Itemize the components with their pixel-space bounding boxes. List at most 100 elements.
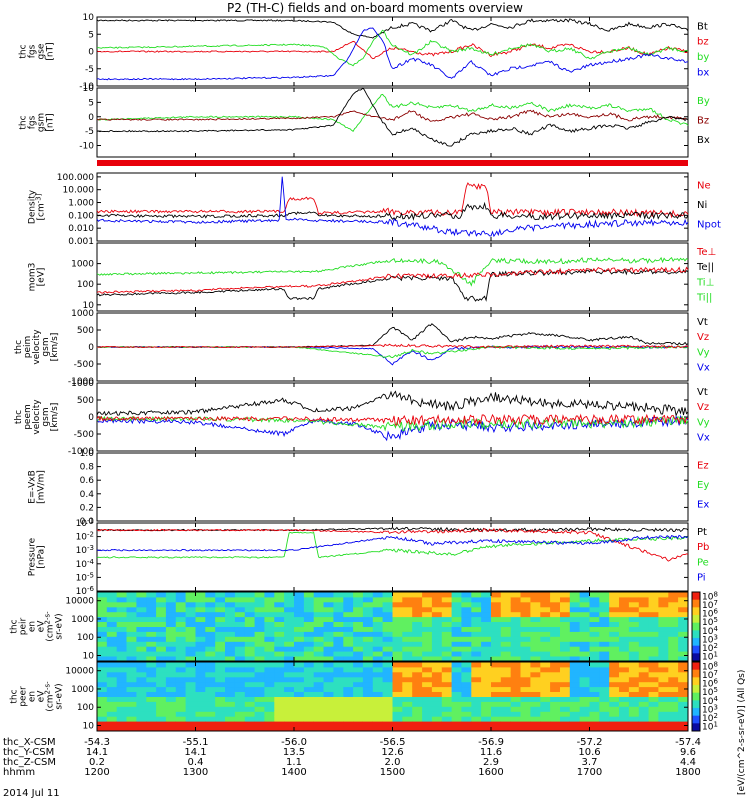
spectrogram-cell — [106, 626, 118, 632]
spectrogram-cell — [225, 691, 236, 697]
spectrogram-cell — [491, 631, 502, 637]
spectrogram-cell — [225, 636, 236, 642]
spectrogram-cell — [569, 676, 581, 683]
spectrogram-cell — [244, 611, 256, 618]
spectrogram-cell — [619, 721, 630, 727]
spectrogram-cell — [225, 706, 236, 712]
spectrogram-cell — [372, 601, 384, 608]
spectrogram-cell — [234, 706, 246, 712]
spectrogram-cell — [146, 646, 157, 652]
spectrogram-cell — [234, 606, 246, 613]
spectrogram-cell — [441, 671, 453, 678]
spectrogram-cell — [372, 656, 384, 662]
spectrogram-cell — [234, 621, 246, 627]
spectrogram-cell — [658, 691, 669, 697]
spectrogram-cell — [175, 662, 187, 668]
panel-9-ytick-label: 1000 — [71, 615, 94, 625]
spectrogram-cell — [156, 691, 167, 697]
spectrogram-cell — [294, 601, 305, 608]
panel-6-legend-2: Vz — [697, 402, 709, 413]
spectrogram-cell — [441, 706, 453, 712]
spectrogram-cell — [431, 636, 443, 642]
spectrogram-cell — [422, 686, 433, 692]
spectrogram-cell — [244, 662, 256, 668]
spectrogram-cell — [668, 646, 679, 652]
spectrogram-cell — [540, 596, 551, 603]
spectrogram-cell — [392, 726, 403, 732]
spectrogram-cell — [599, 716, 610, 722]
spectrogram-cell — [668, 686, 679, 692]
spectrogram-cell — [678, 641, 689, 647]
spectrogram-cell — [481, 686, 492, 692]
spectrogram-cell — [500, 606, 512, 613]
spectrogram-cell — [422, 651, 433, 657]
spectrogram-cell — [264, 592, 275, 598]
spectrogram-cell — [234, 631, 246, 637]
spectrogram-cell — [678, 671, 689, 678]
spectrogram-cell — [294, 681, 305, 688]
spectrogram-cell — [609, 666, 620, 673]
spectrogram-cell — [343, 662, 354, 668]
spectrogram-cell — [461, 636, 472, 642]
spectrogram-cell — [560, 726, 571, 732]
spectrogram-cell — [362, 711, 374, 717]
spectrogram-cell — [126, 706, 137, 712]
spectrogram-cell — [609, 631, 620, 637]
spectrogram-cell — [244, 616, 256, 622]
colorbar-swatch — [692, 692, 700, 701]
spectrogram-cell — [481, 721, 492, 727]
spectrogram-cell — [146, 656, 157, 662]
spectrogram-cell — [215, 641, 226, 647]
spectrogram-cell — [431, 656, 443, 662]
spectrogram-cell — [500, 681, 512, 688]
spectrogram-cell — [530, 691, 541, 697]
spectrogram-cell — [500, 691, 512, 697]
spectrogram-cell — [678, 691, 689, 697]
spectrogram-cell — [648, 611, 659, 618]
spectrogram-cell — [234, 656, 246, 662]
spectrogram-cell — [323, 641, 334, 647]
spectrogram-cell — [668, 721, 679, 727]
panel-8-ytick-label: 10-5 — [76, 571, 94, 583]
spectrogram-cell — [668, 626, 679, 632]
spectrogram-cell — [116, 611, 127, 618]
panel-6-ytick-label: 500 — [77, 396, 94, 406]
spectrogram-cell — [254, 611, 265, 618]
spectrogram-cell — [609, 616, 620, 622]
spectrogram-cell — [116, 651, 127, 657]
spectrogram-cell — [254, 606, 265, 613]
spectrogram-cell — [530, 666, 541, 673]
spectrogram-cell — [392, 621, 403, 627]
spectrogram-cell — [668, 636, 679, 642]
spectrogram-cell — [156, 656, 167, 662]
spectrogram-cell — [510, 701, 521, 707]
spectrogram-cell — [195, 676, 206, 683]
spectrogram-cell — [353, 641, 364, 647]
spectrogram-cell — [205, 666, 216, 673]
spectrogram-cell — [353, 721, 364, 727]
spectrogram-cell — [303, 606, 315, 613]
spectrogram-cell — [392, 676, 403, 683]
spectrogram-cell — [638, 681, 650, 688]
spectrogram-cell — [274, 636, 285, 642]
spectrogram-cell — [579, 696, 590, 702]
spectrogram-cell — [461, 691, 472, 697]
spectrogram-cell — [441, 686, 453, 692]
spectrogram-cell — [264, 726, 275, 732]
spectrogram-cell — [254, 651, 265, 657]
panel-7-ylabel-1: E=-VxB — [28, 470, 38, 504]
spectrogram-cell — [254, 592, 265, 598]
spectrogram-cell — [126, 611, 137, 618]
spectrogram-cell — [215, 606, 226, 613]
spectrogram-cell — [530, 601, 541, 608]
spectrogram-cell — [668, 666, 679, 673]
spectrogram-cell — [136, 676, 147, 683]
footer-value: 2.0 — [384, 757, 401, 768]
colorbar-swatch — [692, 662, 700, 671]
spectrogram-cell — [619, 662, 630, 668]
panel-3-ytick-label: 10.000 — [63, 186, 95, 196]
spectrogram-cell — [481, 596, 492, 603]
spectrogram-cell — [392, 636, 403, 642]
spectrogram-cell — [333, 641, 344, 647]
